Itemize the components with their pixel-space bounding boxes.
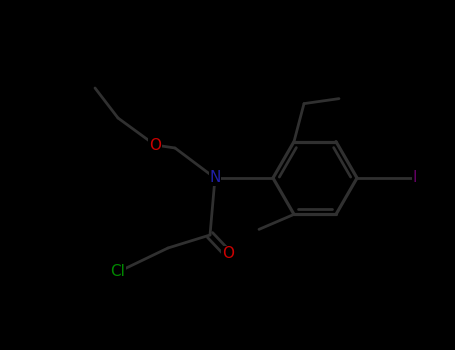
Text: I: I xyxy=(413,170,417,186)
Text: O: O xyxy=(222,246,234,261)
Text: Cl: Cl xyxy=(111,265,126,280)
Text: O: O xyxy=(149,138,161,153)
Text: N: N xyxy=(209,170,221,186)
